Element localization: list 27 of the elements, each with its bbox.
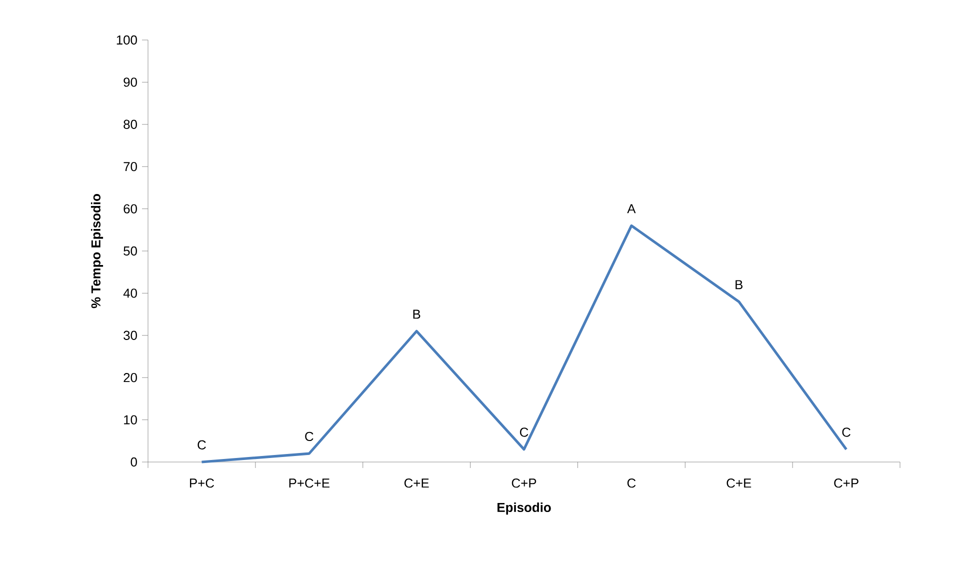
x-tick-label: C+P bbox=[834, 478, 858, 488]
y-tick-label: 80 bbox=[124, 120, 137, 129]
y-tick-label: 0 bbox=[130, 457, 137, 467]
x-tick-label: P+C+E bbox=[289, 478, 330, 488]
y-tick-label: 40 bbox=[123, 288, 137, 298]
data-label: C bbox=[520, 428, 528, 437]
y-tick-label: 60 bbox=[124, 204, 137, 214]
data-label: B bbox=[413, 310, 420, 319]
x-axis-title: Episodio bbox=[498, 502, 551, 515]
data-label: C bbox=[198, 440, 206, 450]
y-tick-label: 90 bbox=[124, 78, 137, 87]
y-tick-label: 70 bbox=[124, 162, 137, 172]
data-label: B bbox=[736, 280, 742, 290]
x-tick-label: C+E bbox=[726, 478, 752, 488]
y-axis-title: % Tempo Episodio bbox=[90, 194, 104, 308]
data-label: C bbox=[842, 428, 850, 437]
data-label: A bbox=[627, 204, 636, 214]
data-label: C bbox=[305, 432, 314, 442]
y-tick-label: 30 bbox=[124, 330, 137, 340]
x-tick-label: C bbox=[627, 478, 636, 488]
x-tick-label: C+P bbox=[512, 478, 536, 488]
y-tick-label: 100 bbox=[116, 35, 137, 45]
y-tick-label: 50 bbox=[124, 246, 137, 256]
x-tick-label: P+C bbox=[190, 478, 214, 488]
x-tick-label: C+E bbox=[404, 478, 429, 488]
y-tick-label: 20 bbox=[124, 373, 137, 382]
y-tick-label: 10 bbox=[124, 415, 137, 424]
